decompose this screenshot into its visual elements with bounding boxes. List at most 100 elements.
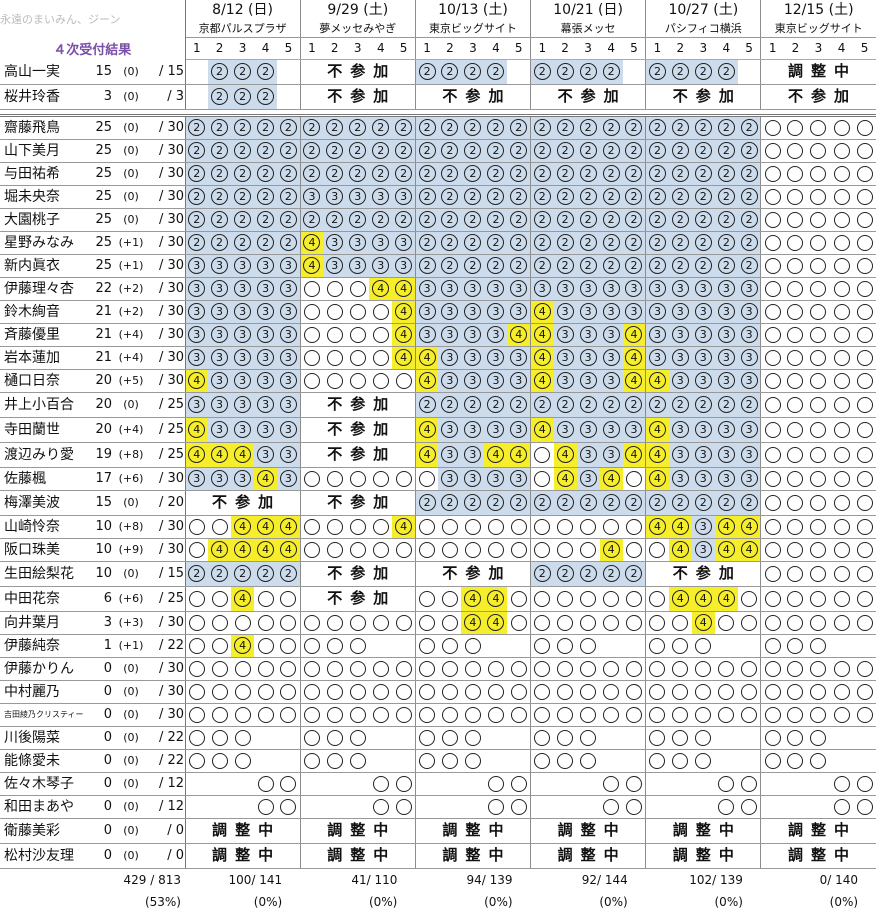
empty-circle-icon <box>303 303 320 320</box>
empty-circle-icon <box>326 349 343 366</box>
slot-cell <box>553 538 577 562</box>
slot-number: 5 <box>507 37 531 60</box>
slot-cell <box>853 795 876 819</box>
slot-cell: 2 <box>622 254 646 278</box>
slot-cell <box>853 254 876 278</box>
slot-cell: 3 <box>737 442 761 468</box>
status-kanji: 不 <box>787 87 803 105</box>
empty-circle-icon <box>833 326 850 343</box>
empty-circle-icon <box>510 660 527 677</box>
slot-cell: 3 <box>346 231 370 255</box>
circled-number-icon: 3 <box>648 280 666 297</box>
empty-circle-icon <box>833 234 850 251</box>
slot-cell: 参 <box>346 417 370 443</box>
slot-cell: 3 <box>277 369 301 393</box>
circled-number-icon: 4 <box>602 541 620 558</box>
empty-circle-icon <box>395 372 412 389</box>
empty-circle-icon <box>464 706 481 723</box>
slot-cell <box>414 586 439 612</box>
member-name: 鈴木絢音 <box>4 304 60 320</box>
empty-circle-icon <box>441 590 458 607</box>
circled-number-icon: 2 <box>556 165 574 182</box>
slot-cell <box>414 726 439 750</box>
circled-number-icon: 3 <box>510 421 528 438</box>
slot-cell: 4 <box>737 538 761 562</box>
slot-cell <box>414 515 439 539</box>
slot-cell: 調 <box>438 818 462 844</box>
slot-cell: 3 <box>231 346 255 370</box>
slot-cell <box>691 703 715 727</box>
slot-cell: 2 <box>530 208 554 232</box>
circled-number-icon: 4 <box>234 590 252 607</box>
status-kanji: 加 <box>718 87 734 105</box>
slot-cell: 3 <box>484 467 508 491</box>
member-name: 伊藤純奈 <box>4 638 60 654</box>
circled-number-icon: 2 <box>717 119 735 136</box>
empty-circle-icon <box>856 211 873 228</box>
slot-cell: 2 <box>461 231 485 255</box>
event-total: 41/ 110 <box>351 873 398 887</box>
slot-cell: 整 <box>346 843 370 869</box>
slot-cell: 2 <box>484 139 508 163</box>
slot-cell: 調 <box>783 843 807 869</box>
slot-cell <box>184 772 209 796</box>
slot-cell <box>645 795 669 819</box>
circled-number-icon: 2 <box>556 257 574 274</box>
slot-cell <box>484 538 508 562</box>
circled-number-icon: 3 <box>188 349 206 366</box>
slot-cell: 2 <box>691 59 715 85</box>
sold-count: 10 <box>95 542 112 557</box>
slot-cell <box>645 749 669 773</box>
empty-circle-icon <box>810 446 827 463</box>
empty-circle-icon <box>372 372 389 389</box>
slot-cell <box>438 703 462 727</box>
circled-number-icon: 3 <box>303 188 321 205</box>
empty-circle-icon <box>280 775 297 792</box>
slot-cell: 加 <box>369 586 393 612</box>
slot-cell <box>507 818 531 844</box>
slot-cell <box>853 185 876 209</box>
slot-cell <box>668 749 692 773</box>
slot-cell <box>254 657 278 681</box>
delta-count: (0) <box>123 496 139 509</box>
slot-cell: 不 <box>438 561 462 587</box>
slot-cell <box>783 561 807 587</box>
member-info: 和田まあや 0 (0)/ 12 <box>0 796 184 818</box>
status-kanji: 不 <box>327 87 343 105</box>
slot-cell: 4 <box>231 586 255 612</box>
circled-number-icon: 2 <box>234 211 252 228</box>
slot-cell <box>760 515 784 539</box>
circled-number-icon: 2 <box>625 234 643 251</box>
circled-number-icon: 2 <box>510 165 528 182</box>
slot-cell <box>783 231 807 255</box>
slot-cell: 2 <box>414 392 439 418</box>
empty-circle-icon <box>787 752 804 769</box>
status-kanji: 加 <box>258 493 274 511</box>
slot-cell: 2 <box>622 115 646 140</box>
slot-cell: 3 <box>668 369 692 393</box>
slot-cell <box>461 795 485 819</box>
slot-cell <box>208 611 232 635</box>
member-cell: 渡辺みり愛 19 (+8)/ 25 <box>0 442 186 468</box>
slot-cell: 2 <box>599 561 623 587</box>
empty-circle-icon <box>672 752 689 769</box>
slot-cell <box>830 586 854 612</box>
status-kanji: 中 <box>603 821 619 839</box>
sold-count: 20 <box>95 373 112 388</box>
slot-cell: 4 <box>484 611 508 635</box>
member-cell: 新内眞衣 25 (+1)/ 30 <box>0 254 186 278</box>
delta-count: (0) <box>123 144 139 157</box>
circled-number-icon: 3 <box>694 349 712 366</box>
circled-number-icon: 2 <box>464 396 482 413</box>
circled-number-icon: 2 <box>556 119 574 136</box>
circled-number-icon: 3 <box>188 303 206 320</box>
slot-cell: 2 <box>553 59 577 85</box>
slot-cell <box>830 115 854 140</box>
slot-number: 3 <box>461 37 485 60</box>
circled-number-icon: 2 <box>602 234 620 251</box>
circled-number-icon: 2 <box>257 119 275 136</box>
slot-cell: 不 <box>668 561 692 587</box>
circled-number-icon: 3 <box>464 421 482 438</box>
empty-circle-icon <box>856 660 873 677</box>
